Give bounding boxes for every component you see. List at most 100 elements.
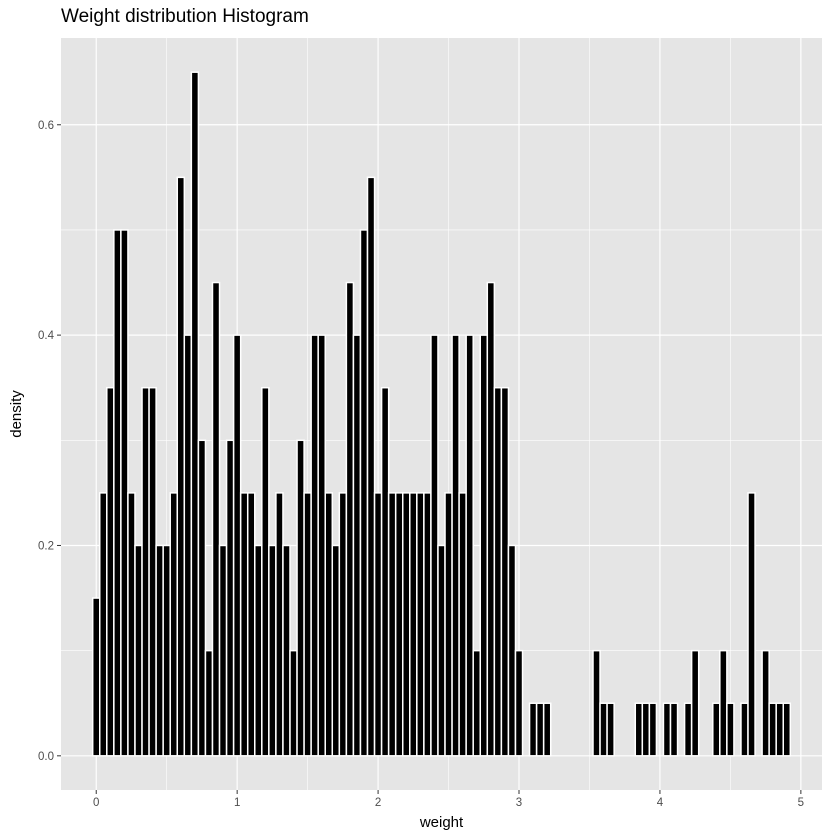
histogram-bar [331,544,341,757]
histogram-bar [183,334,193,757]
histogram-bar [486,281,496,757]
y-tick-label: 0.4 [38,330,55,342]
histogram-bar [296,439,305,757]
histogram-bar [444,492,453,757]
histogram-bar [648,702,658,757]
histogram-bar [261,386,270,757]
histogram-bar [437,544,446,757]
histogram-bar [761,649,770,757]
x-tick-label: 1 [234,797,240,809]
histogram-bar [317,334,326,757]
histogram-bar [141,386,150,757]
histogram-bar [204,649,214,757]
x-ticks: 0 1 2 3 4 5 [93,790,804,809]
y-axis-title: density [8,390,25,438]
chart-title: Weight distribution Histogram [61,6,309,27]
histogram-bar [394,492,404,757]
histogram-bar [712,702,721,757]
histogram-bar [91,597,101,757]
histogram-bar [310,334,319,757]
histogram-bar [768,702,777,757]
histogram-bar [352,334,362,757]
histogram-bar [634,702,644,757]
histogram-bar [542,702,552,757]
histogram-bar [239,492,249,757]
histogram-bar [211,281,221,757]
x-axis-title: weight [419,814,464,831]
histogram-bar [254,544,263,757]
x-tick-label: 3 [516,797,522,809]
histogram-bar [345,281,355,757]
y-tick-label: 0.0 [38,751,54,763]
histogram-bar [458,492,467,757]
histogram-bar [246,492,256,757]
histogram-bar [176,176,186,757]
histogram-bar [606,702,615,757]
histogram-bar [726,702,735,757]
histogram-bar [99,492,108,757]
histogram-bar [690,649,700,757]
histogram-bar [155,544,164,757]
histogram-bar [535,702,545,757]
histogram-bar [225,439,235,757]
histogram-bar [493,386,503,757]
histogram-bar [662,702,672,757]
histogram-bar [423,492,432,757]
histogram-bar [359,229,369,757]
histogram-bar [500,386,510,757]
histogram-bar [740,702,749,757]
histogram-bar [289,649,298,757]
x-tick-label: 0 [93,797,99,809]
histogram-bar [507,544,517,757]
histogram-bar [232,334,242,757]
histogram-bar [268,544,277,757]
histogram-bar [282,544,291,757]
histogram-bar [775,702,784,757]
histogram-bar [451,334,460,757]
histogram-bar [120,229,129,757]
histogram-bar [592,649,601,757]
histogram-bar [162,544,171,757]
histogram-bar [148,386,157,757]
histogram-bar [303,492,312,757]
histogram-bar [275,492,284,757]
y-tick-label: 0.6 [38,120,54,132]
histogram-bar [514,649,524,757]
histogram-bar [409,492,418,757]
histogram-bar [218,544,228,757]
histogram-bar [387,492,397,757]
y-tick-label: 0.2 [38,540,54,552]
histogram-bar [190,71,200,757]
histogram-bar [430,334,439,757]
histogram-bar [106,386,115,757]
histogram-bar [401,492,411,757]
histogram-bar [113,229,122,757]
histogram-bar [197,439,207,757]
histogram-bar [366,176,376,757]
histogram-bar [472,649,482,757]
histogram-bar [669,702,679,757]
histogram-bar [134,544,143,757]
histogram-bar [683,702,693,757]
histogram-bar [380,386,390,757]
y-ticks: 0.0 0.2 0.4 0.6 [38,120,61,763]
histogram-bar [747,492,756,757]
histogram-bar [338,492,348,757]
histogram-bar [416,492,425,757]
histogram-bar [528,702,538,757]
histogram-bar [599,702,608,757]
histogram-bar [719,649,728,757]
x-tick-label: 5 [798,797,804,809]
histogram-bar [465,334,474,757]
x-tick-label: 2 [375,797,381,809]
histogram-bar [782,702,792,757]
histogram-bar [127,492,136,757]
histogram-bar [641,702,651,757]
bars [91,71,792,757]
x-tick-label: 4 [657,797,664,809]
histogram-bar [324,492,334,757]
histogram-bar [169,492,179,757]
histogram-bar [479,334,489,757]
histogram-bar [373,492,383,757]
